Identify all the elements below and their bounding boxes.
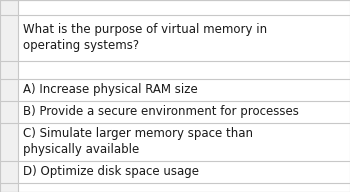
Text: B) Provide a secure environment for processes: B) Provide a secure environment for proc… [23,105,299,118]
Text: D) Optimize disk space usage: D) Optimize disk space usage [23,166,199,179]
Bar [0,0,18,192]
Text: A) Increase physical RAM size: A) Increase physical RAM size [23,84,198,97]
Text: What is the purpose of virtual memory in
operating systems?: What is the purpose of virtual memory in… [23,23,267,52]
Text: C) Simulate larger memory space than
physically available: C) Simulate larger memory space than phy… [23,127,253,156]
